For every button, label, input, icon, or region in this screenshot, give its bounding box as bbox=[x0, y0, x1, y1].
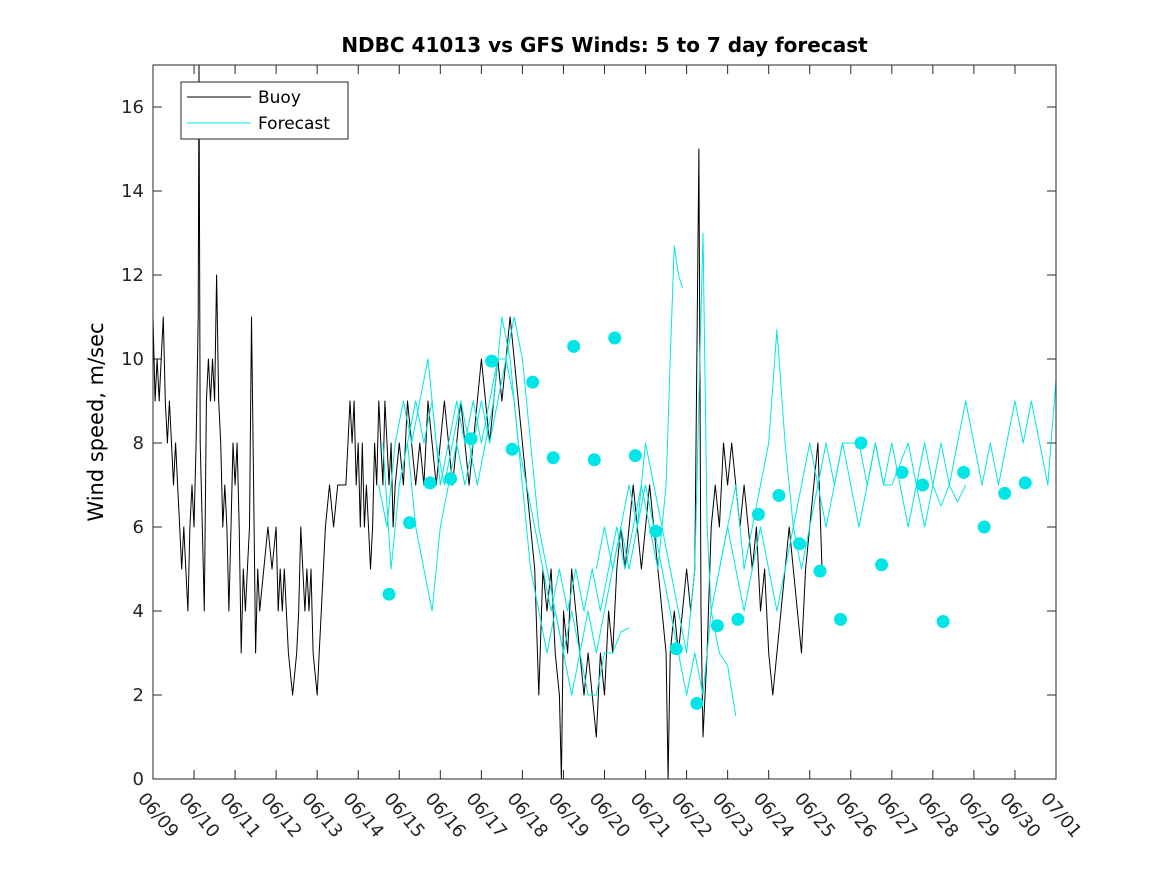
chart-title: NDBC 41013 vs GFS Winds: 5 to 7 day fore… bbox=[341, 33, 868, 57]
forecast-marker bbox=[649, 524, 663, 538]
y-tick-label: 6 bbox=[133, 517, 144, 538]
forecast-marker bbox=[936, 615, 950, 628]
forecast-marker bbox=[690, 696, 704, 710]
forecast-marker bbox=[608, 331, 622, 345]
forecast-marker bbox=[751, 507, 765, 521]
y-axis: 0 2 4 6 8 10 12 14 16 bbox=[121, 97, 1056, 790]
legend-box bbox=[180, 81, 349, 140]
forecast-marker bbox=[567, 339, 581, 353]
forecast-marker bbox=[526, 375, 540, 389]
y-tick-label: 10 bbox=[121, 349, 144, 370]
forecast-series-line bbox=[718, 379, 1057, 612]
buoy-series-line bbox=[152, 64, 827, 780]
forecast-marker bbox=[464, 432, 478, 446]
y-tick-label: 4 bbox=[133, 601, 144, 622]
forecast-marker bbox=[998, 486, 1012, 500]
legend-label-forecast: Forecast bbox=[258, 114, 330, 134]
y-tick-label: 0 bbox=[133, 769, 144, 790]
forecast-marker bbox=[772, 489, 786, 502]
forecast-marker bbox=[895, 465, 909, 479]
forecast-marker bbox=[628, 449, 642, 463]
forecast-marker bbox=[382, 587, 396, 601]
forecast-marker bbox=[834, 612, 848, 626]
y-axis-label: Wind speed, m/sec bbox=[84, 322, 108, 521]
y-tick-label: 2 bbox=[133, 685, 144, 706]
y-tick-label: 14 bbox=[121, 181, 144, 202]
forecast-marker bbox=[957, 465, 971, 479]
y-tick-label: 8 bbox=[133, 433, 144, 454]
y-tick-label: 12 bbox=[121, 265, 144, 286]
forecast-marker bbox=[710, 619, 724, 633]
forecast-series-line bbox=[398, 316, 737, 717]
forecast-marker bbox=[444, 472, 458, 486]
legend-label-buoy: Buoy bbox=[258, 88, 301, 108]
forecast-marker bbox=[813, 564, 827, 578]
forecast-marker bbox=[546, 451, 560, 465]
forecast-marker bbox=[669, 642, 683, 656]
forecast-series-line bbox=[378, 245, 683, 612]
forecast-marker bbox=[485, 354, 499, 368]
forecast-marker bbox=[916, 478, 930, 492]
plot-frame bbox=[152, 64, 1057, 780]
forecast-marker bbox=[423, 476, 437, 490]
forecast-marker bbox=[977, 520, 991, 534]
forecast-marker bbox=[731, 612, 745, 626]
plot-area bbox=[153, 65, 1056, 779]
forecast-marker bbox=[1018, 476, 1032, 490]
forecast-marker bbox=[505, 442, 519, 456]
legend: Buoy Forecast bbox=[180, 81, 349, 140]
forecast-marker bbox=[587, 453, 601, 467]
forecast-marker bbox=[792, 537, 806, 551]
forecast-marker bbox=[854, 436, 868, 450]
y-tick-label: 16 bbox=[121, 97, 144, 118]
forecast-marker bbox=[403, 516, 417, 530]
forecast-series-line bbox=[595, 232, 967, 654]
series-layer bbox=[152, 64, 1057, 780]
forecast-marker bbox=[875, 558, 889, 572]
